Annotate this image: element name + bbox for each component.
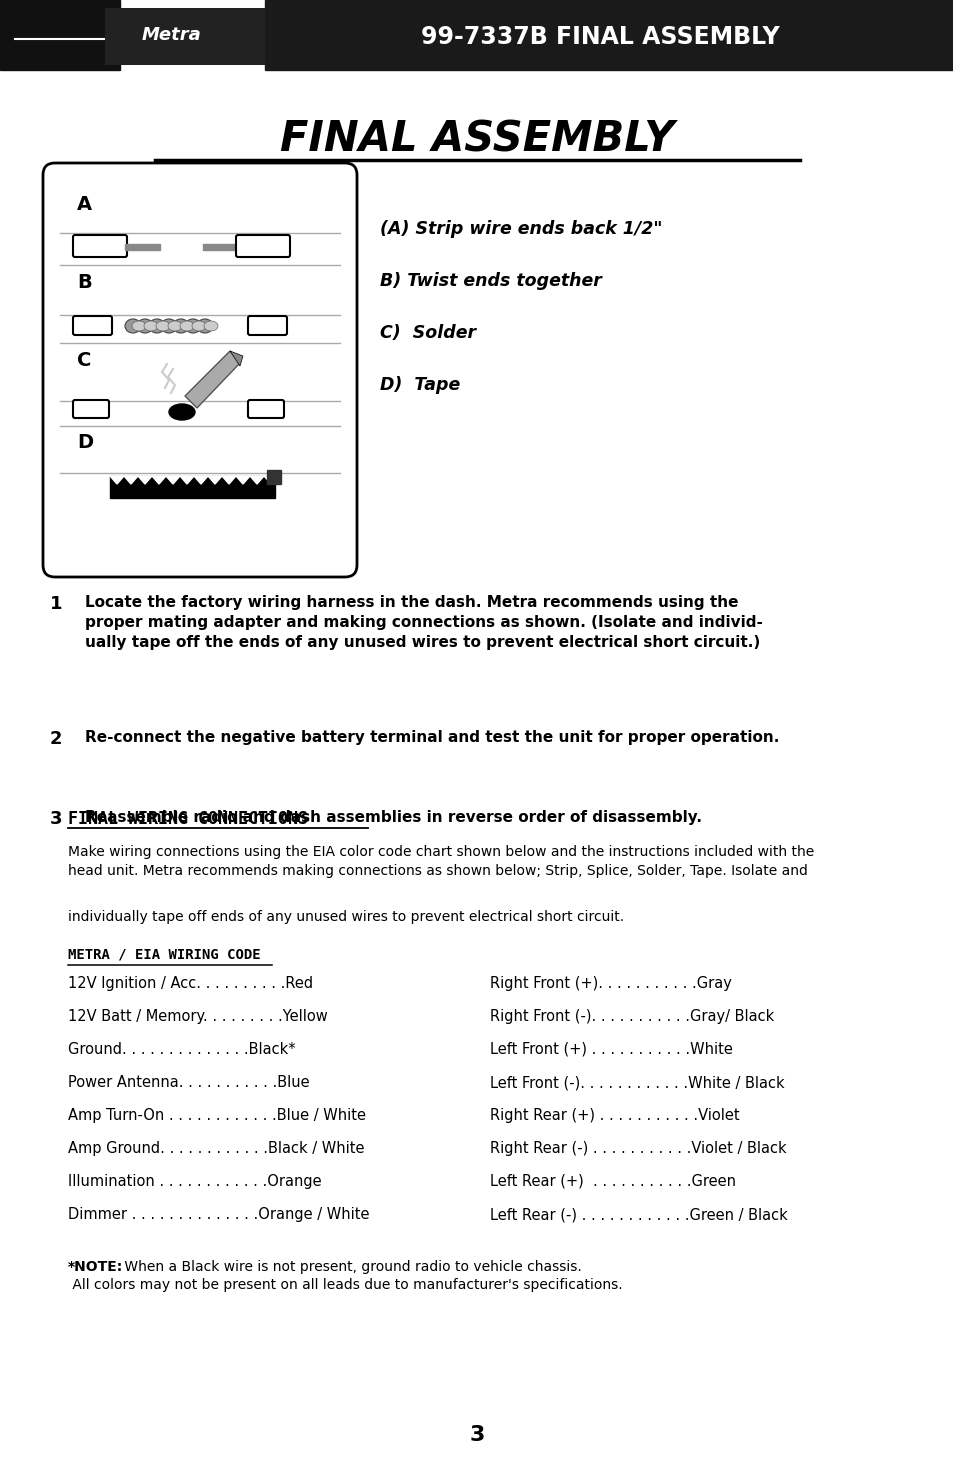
- Text: Right Front (-). . . . . . . . . . .Gray/ Black: Right Front (-). . . . . . . . . . .Gray…: [490, 1009, 774, 1024]
- Text: C)  Solder: C) Solder: [379, 324, 476, 342]
- Text: 3: 3: [50, 810, 63, 827]
- Text: Power Antenna. . . . . . . . . . .Blue: Power Antenna. . . . . . . . . . .Blue: [68, 1075, 310, 1090]
- Text: Right Rear (-) . . . . . . . . . . .Violet / Black: Right Rear (-) . . . . . . . . . . .Viol…: [490, 1142, 786, 1156]
- Bar: [0, 0, 120, 69]
- Polygon shape: [152, 476, 166, 484]
- FancyBboxPatch shape: [73, 400, 109, 417]
- Ellipse shape: [192, 322, 206, 330]
- Polygon shape: [230, 7, 265, 65]
- FancyBboxPatch shape: [73, 316, 112, 335]
- Ellipse shape: [169, 404, 194, 420]
- Ellipse shape: [172, 319, 189, 333]
- FancyBboxPatch shape: [248, 316, 287, 335]
- Text: Illumination . . . . . . . . . . . .Orange: Illumination . . . . . . . . . . . .Oran…: [68, 1174, 321, 1189]
- Polygon shape: [208, 476, 222, 484]
- Text: B: B: [77, 273, 91, 292]
- FancyBboxPatch shape: [73, 235, 127, 257]
- Text: B) Twist ends together: B) Twist ends together: [379, 271, 601, 291]
- Ellipse shape: [168, 322, 182, 330]
- Text: D)  Tape: D) Tape: [379, 376, 459, 394]
- Text: 99-7337B FINAL ASSEMBLY: 99-7337B FINAL ASSEMBLY: [420, 25, 779, 49]
- Text: 1: 1: [50, 594, 63, 614]
- Polygon shape: [105, 7, 245, 65]
- Bar: [203, 243, 237, 249]
- Text: 2: 2: [50, 730, 63, 748]
- Ellipse shape: [204, 322, 218, 330]
- Polygon shape: [222, 476, 235, 484]
- Bar: [265, 0, 953, 69]
- Bar: [267, 471, 281, 484]
- Text: Left Rear (-) . . . . . . . . . . . .Green / Black: Left Rear (-) . . . . . . . . . . . .Gre…: [490, 1207, 787, 1221]
- Text: Make wiring connections using the EIA color code chart shown below and the instr: Make wiring connections using the EIA co…: [68, 845, 814, 879]
- Ellipse shape: [185, 319, 201, 333]
- Text: Amp Turn-On . . . . . . . . . . . .Blue / White: Amp Turn-On . . . . . . . . . . . .Blue …: [68, 1108, 366, 1122]
- Text: 12V Batt / Memory. . . . . . . . .Yellow: 12V Batt / Memory. . . . . . . . .Yellow: [68, 1009, 328, 1024]
- Text: *NOTE:: *NOTE:: [68, 1260, 123, 1274]
- Polygon shape: [235, 476, 250, 484]
- Ellipse shape: [196, 319, 213, 333]
- Text: Locate the factory wiring harness in the dash. Metra recommends using the
proper: Locate the factory wiring harness in the…: [85, 594, 762, 649]
- Ellipse shape: [180, 322, 193, 330]
- Text: METRA / EIA WIRING CODE: METRA / EIA WIRING CODE: [68, 948, 260, 962]
- Text: 3: 3: [469, 1425, 484, 1446]
- Text: All colors may not be present on all leads due to manufacturer's specifications.: All colors may not be present on all lea…: [68, 1277, 622, 1292]
- Text: (A) Strip wire ends back 1/2": (A) Strip wire ends back 1/2": [379, 220, 661, 237]
- Polygon shape: [185, 351, 240, 409]
- Text: Amp Ground. . . . . . . . . . . .Black / White: Amp Ground. . . . . . . . . . . .Black /…: [68, 1142, 364, 1156]
- Polygon shape: [124, 476, 138, 484]
- Ellipse shape: [144, 322, 158, 330]
- Text: Ground. . . . . . . . . . . . . .Black*: Ground. . . . . . . . . . . . . .Black*: [68, 1041, 295, 1058]
- Text: Re-connect the negative battery terminal and test the unit for proper operation.: Re-connect the negative battery terminal…: [85, 730, 779, 745]
- Bar: [125, 243, 160, 249]
- Text: Left Rear (+)  . . . . . . . . . . .Green: Left Rear (+) . . . . . . . . . . .Green: [490, 1174, 735, 1189]
- Text: individually tape off ends of any unused wires to prevent electrical short circu: individually tape off ends of any unused…: [68, 910, 623, 923]
- Text: 12V Ignition / Acc. . . . . . . . . .Red: 12V Ignition / Acc. . . . . . . . . .Red: [68, 976, 313, 991]
- Ellipse shape: [137, 319, 152, 333]
- Bar: [110, 476, 274, 499]
- Ellipse shape: [149, 319, 165, 333]
- Text: C: C: [77, 351, 91, 370]
- Text: Left Front (+) . . . . . . . . . . .White: Left Front (+) . . . . . . . . . . .Whit…: [490, 1041, 732, 1058]
- FancyBboxPatch shape: [235, 235, 290, 257]
- Text: FINAL ASSEMBLY: FINAL ASSEMBLY: [279, 119, 674, 161]
- Text: A: A: [77, 195, 92, 214]
- Text: Reassemble radio and dash assemblies in reverse order of disassembly.: Reassemble radio and dash assemblies in …: [85, 810, 701, 825]
- Text: Left Front (-). . . . . . . . . . . .White / Black: Left Front (-). . . . . . . . . . . .Whi…: [490, 1075, 783, 1090]
- Polygon shape: [180, 476, 193, 484]
- Ellipse shape: [132, 322, 146, 330]
- Text: Right Rear (+) . . . . . . . . . . .Violet: Right Rear (+) . . . . . . . . . . .Viol…: [490, 1108, 739, 1122]
- Text: D: D: [77, 434, 93, 451]
- Polygon shape: [110, 476, 124, 484]
- Text: FINAL WIRING CONNECTIONS: FINAL WIRING CONNECTIONS: [68, 810, 308, 827]
- Text: Dimmer . . . . . . . . . . . . . .Orange / White: Dimmer . . . . . . . . . . . . . .Orange…: [68, 1207, 369, 1221]
- Text: When a Black wire is not present, ground radio to vehicle chassis.: When a Black wire is not present, ground…: [120, 1260, 581, 1274]
- Ellipse shape: [156, 322, 170, 330]
- Ellipse shape: [125, 319, 141, 333]
- Polygon shape: [250, 476, 264, 484]
- Polygon shape: [166, 476, 180, 484]
- FancyBboxPatch shape: [248, 400, 284, 417]
- Polygon shape: [264, 476, 277, 484]
- FancyBboxPatch shape: [43, 164, 356, 577]
- Polygon shape: [193, 476, 208, 484]
- Text: Right Front (+). . . . . . . . . . .Gray: Right Front (+). . . . . . . . . . .Gray: [490, 976, 731, 991]
- Ellipse shape: [161, 319, 177, 333]
- Text: Metra: Metra: [142, 27, 202, 44]
- Polygon shape: [138, 476, 152, 484]
- Polygon shape: [230, 351, 243, 366]
